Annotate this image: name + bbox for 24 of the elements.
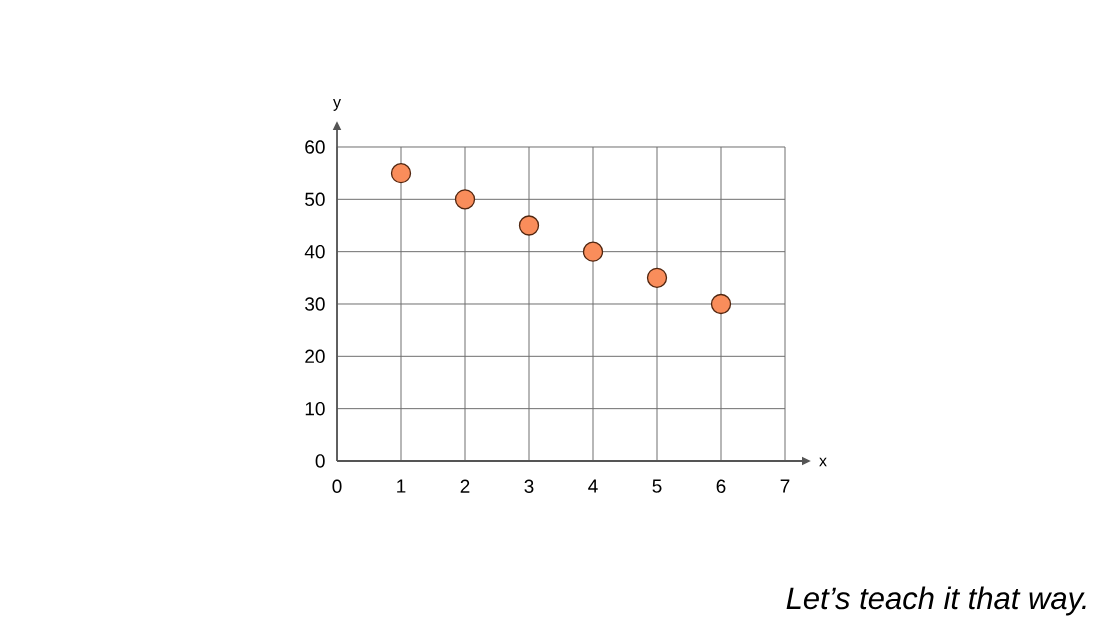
point <box>582 241 604 262</box>
y-tick-label: 10 <box>305 401 325 416</box>
y-tick-label: 60 <box>305 140 325 154</box>
point <box>390 163 412 184</box>
y-tick-label: 50 <box>305 192 325 207</box>
y-tick-label: 0 <box>315 454 325 468</box>
x-tick-label: 2 <box>460 479 470 493</box>
x-tick-label: 3 <box>524 479 534 493</box>
point <box>710 293 732 315</box>
x-tick-label: 6 <box>716 479 726 493</box>
y-tick-label: 30 <box>305 297 325 311</box>
x-tick-label: 7 <box>780 479 790 493</box>
x-tick-label: 1 <box>397 479 406 493</box>
point <box>454 189 476 210</box>
y-tick-label: 40 <box>304 244 325 259</box>
x-tick-label: 0 <box>332 479 342 493</box>
y-axis-title: y <box>333 99 341 111</box>
text: Let’s teach it that way. <box>786 586 1086 616</box>
point <box>646 267 668 288</box>
y-tick-label: 20 <box>305 349 325 364</box>
x-axis-title: x <box>819 457 827 467</box>
point <box>518 215 540 236</box>
x-tick-label: 5 <box>652 479 662 493</box>
x-tick-label: 4 <box>588 479 598 493</box>
